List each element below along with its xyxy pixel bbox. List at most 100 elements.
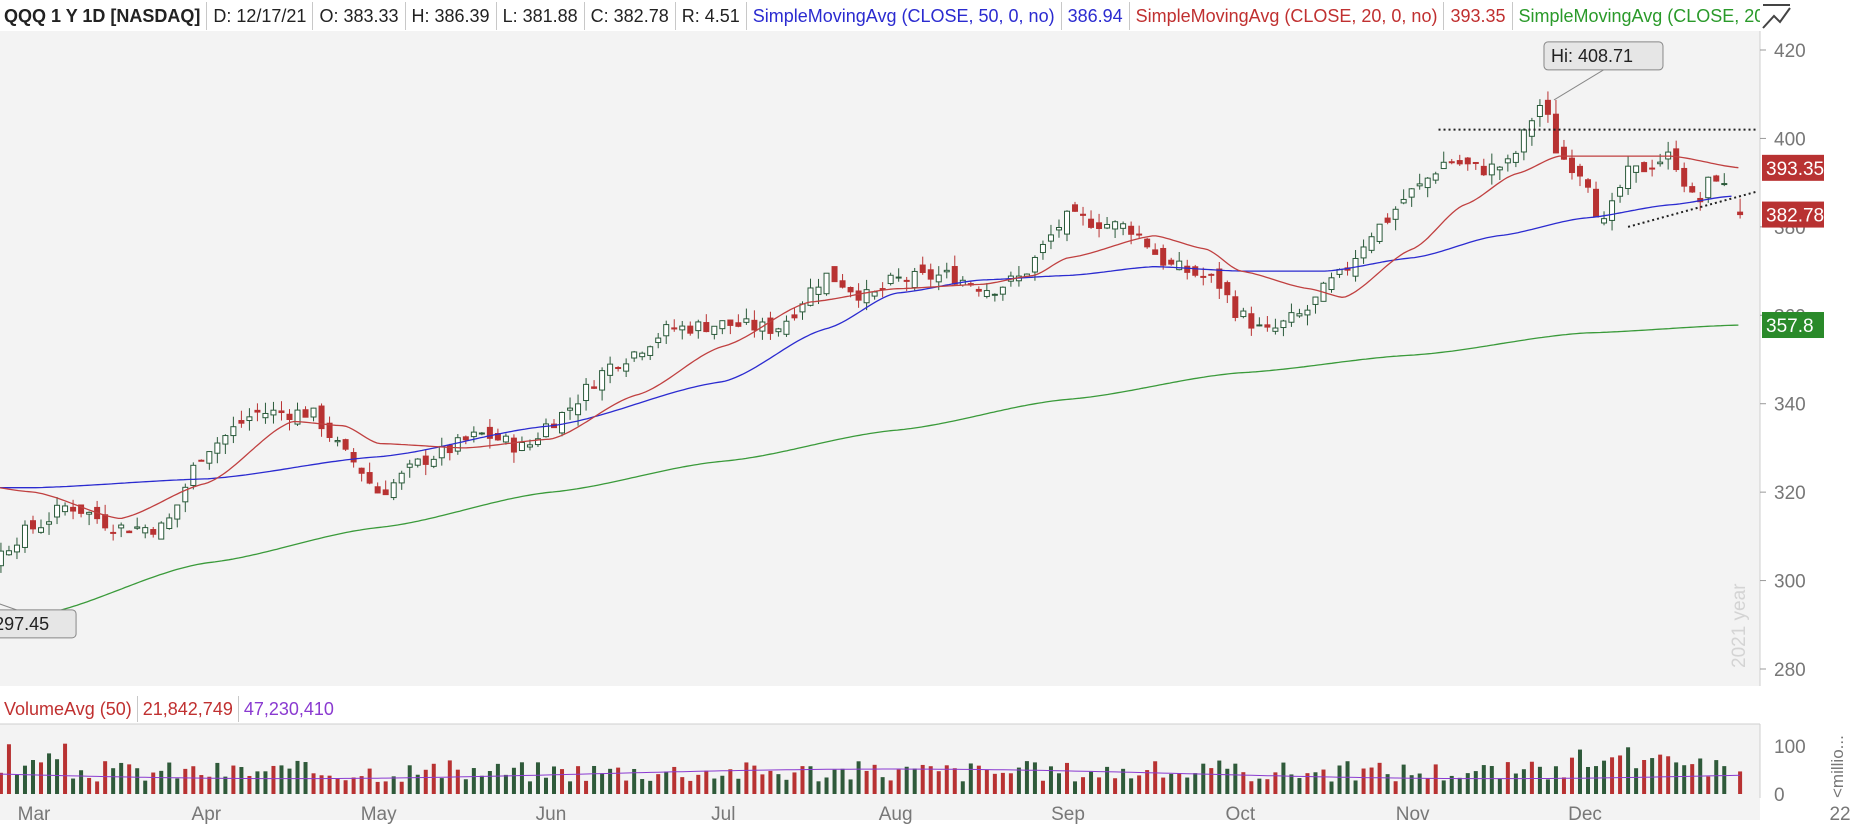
volume-bar-up	[1553, 766, 1558, 794]
volume-bar-up	[1449, 775, 1454, 794]
candle-up	[1063, 210, 1070, 235]
candle-down	[150, 529, 157, 535]
candle-up	[911, 270, 918, 289]
volume-bar-down	[576, 766, 581, 794]
volume-bar-up	[535, 762, 540, 794]
volume-bar-down	[800, 766, 805, 794]
volume-bar-up	[1024, 761, 1029, 794]
volume-bar-down	[1433, 764, 1438, 794]
volume-bar-up	[824, 777, 829, 794]
volume-bar-up	[175, 778, 180, 794]
volume-bar-down	[1064, 762, 1069, 794]
candle-up	[190, 464, 197, 486]
candle-up	[1440, 161, 1447, 170]
symbol-label[interactable]: QQQ 1 Y 1D [NASDAQ]	[0, 1, 208, 30]
candle-down	[238, 420, 245, 424]
candle-up	[1432, 173, 1439, 181]
candle-up	[46, 521, 53, 525]
candle-down	[1080, 213, 1087, 216]
volume-bar-up	[223, 776, 228, 794]
volume-bar-up	[1441, 780, 1446, 794]
volume-bar-up	[1417, 773, 1422, 794]
volume-bar-up	[527, 781, 532, 794]
candle-down	[591, 386, 598, 389]
candle-up	[0, 550, 4, 567]
candle-down	[1713, 175, 1720, 182]
high-callout-leader	[1553, 69, 1604, 101]
volume-chart[interactable]: 0 100 <millio... Mar Apr May Jun Jul Aug Sep Oct N…	[0, 690, 1854, 830]
candle-down	[1448, 161, 1455, 164]
volume-bar-up	[14, 774, 19, 794]
candle-down	[727, 319, 734, 326]
candle-up	[1512, 152, 1519, 163]
volume-bar-up	[592, 765, 597, 794]
volume-bar-down	[624, 780, 629, 794]
volume-bar-down	[984, 769, 989, 794]
volume-bar-up	[1465, 773, 1470, 794]
low-callout-box	[0, 609, 77, 639]
volume-bar-up	[968, 763, 973, 794]
candle-down	[1216, 268, 1223, 289]
price-plot-background	[0, 31, 1760, 686]
candle-down	[1264, 324, 1271, 328]
volume-bar-down	[920, 764, 925, 794]
volume-bar-up	[407, 765, 412, 794]
volume-bar-down	[584, 780, 589, 794]
volume-bar-down	[199, 775, 204, 794]
candle-down	[462, 436, 469, 441]
volume-bar-up	[119, 762, 124, 794]
candle-down	[1088, 218, 1095, 228]
volume-bar-down	[1249, 781, 1254, 794]
candle-up	[478, 432, 485, 435]
y-tick-label: 420	[1774, 41, 1806, 62]
sma50-label[interactable]: SimpleMovingAvg (CLOSE, 50, 0, no)	[747, 1, 1062, 30]
volume-bar-up	[568, 781, 573, 794]
candle-down	[446, 444, 453, 454]
volume-bar-down	[1241, 772, 1246, 794]
price-header: QQQ 1 Y 1D [NASDAQ] D: 12/17/21 O: 383.3…	[0, 0, 1760, 31]
candle-up	[639, 352, 646, 358]
volume-bar-down	[311, 773, 316, 794]
candle-up	[775, 328, 782, 333]
candle-up	[1609, 200, 1616, 221]
volume-y-tick-label: 100	[1774, 737, 1806, 758]
volume-bar-up	[904, 766, 909, 794]
volume-study-label[interactable]: VolumeAvg (50)	[0, 696, 138, 722]
volume-bar-up	[1586, 766, 1591, 794]
candle-up	[1408, 188, 1415, 198]
volume-bar-down	[1618, 755, 1623, 794]
volume-bar-up	[608, 768, 613, 794]
volume-bar-up	[1577, 749, 1582, 794]
volume-bar-up	[1497, 778, 1502, 794]
candle-up	[398, 472, 405, 484]
candle-down	[350, 452, 357, 463]
price-chart[interactable]: 2803003203403603804004202021 year Hi: 40…	[0, 0, 1854, 690]
volume-bar-up	[1089, 771, 1094, 794]
volume-bar-up	[1337, 765, 1342, 794]
candle-up	[1112, 221, 1119, 230]
volume-avg-value: 21,842,749	[138, 696, 239, 722]
volume-bar-up	[543, 777, 548, 794]
volume-bar-up	[1650, 758, 1655, 794]
candle-up	[62, 505, 69, 513]
sma20-value: 393.35	[1444, 1, 1513, 30]
volume-bar-up	[463, 779, 468, 794]
volume-bar-up	[712, 778, 717, 794]
volume-bar-up	[1297, 778, 1302, 794]
candle-down	[1472, 161, 1479, 164]
volume-bar-up	[960, 781, 965, 794]
candle-down	[1560, 146, 1567, 160]
volume-bar-up	[1682, 765, 1687, 794]
candle-up	[575, 403, 582, 416]
candle-up	[655, 337, 662, 344]
candle-up	[534, 438, 541, 446]
volume-bar-down	[680, 777, 685, 794]
sma20-label[interactable]: SimpleMovingAvg (CLOSE, 20, 0, no)	[1130, 1, 1445, 30]
volume-bar-down	[792, 772, 797, 794]
volume-bar-up	[1385, 774, 1390, 794]
drawing-tool-icon[interactable]	[1760, 2, 1794, 32]
candle-up	[1633, 165, 1640, 173]
sma200-label[interactable]: SimpleMovingAvg (CLOSE, 200, 0,...	[1518, 5, 1760, 26]
volume-bar-down	[760, 774, 765, 794]
candle-up	[607, 363, 614, 376]
